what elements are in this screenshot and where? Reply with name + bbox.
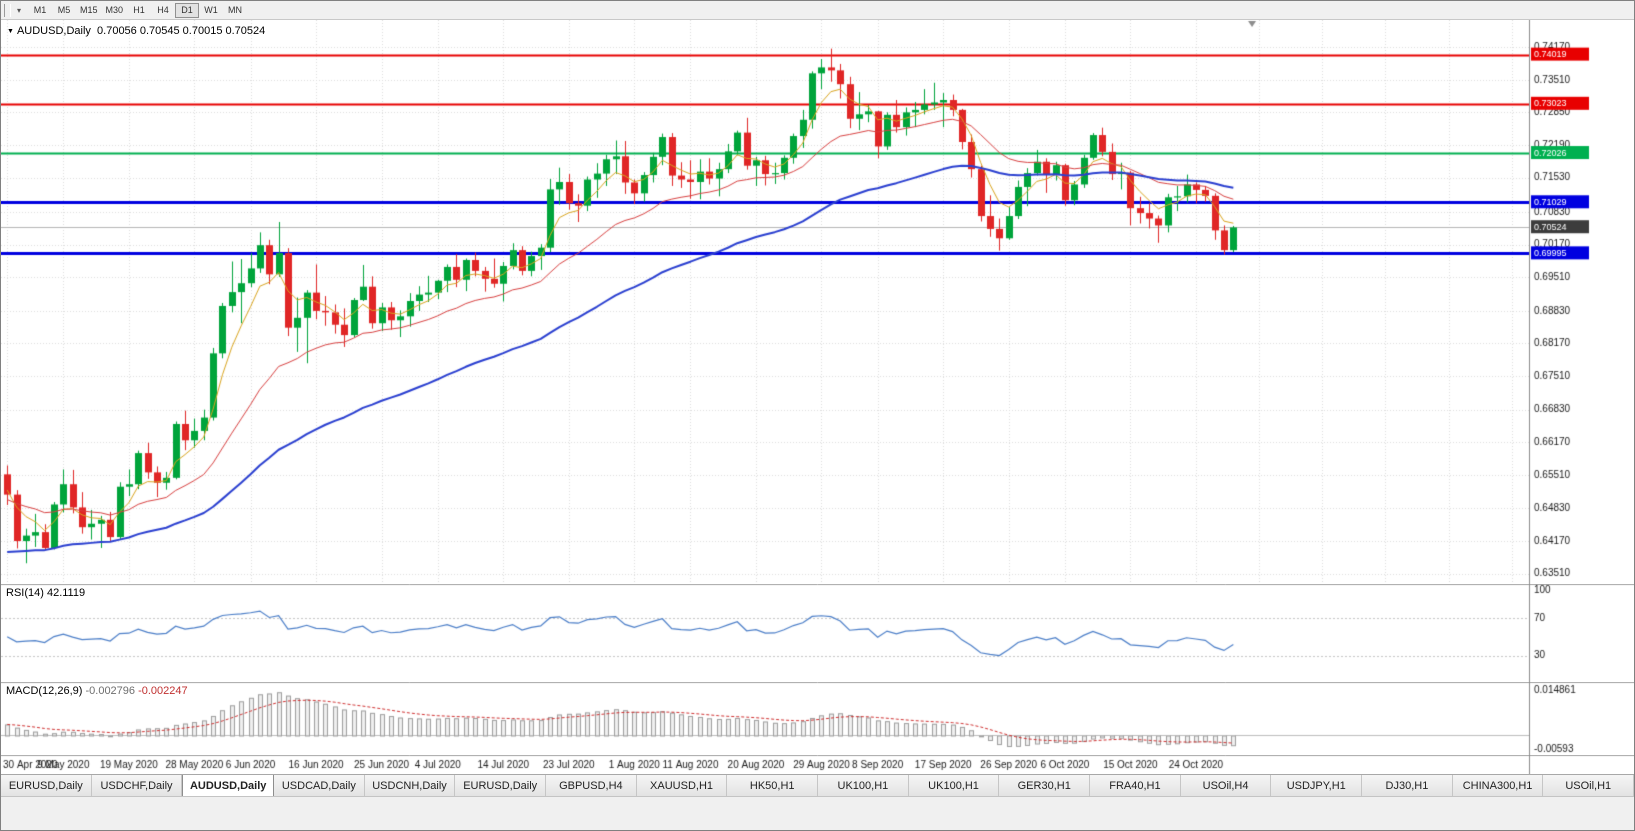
rsi-indicator-panel[interactable] (1, 584, 1634, 682)
chart-tab[interactable]: USDJPY,H1 (1271, 775, 1363, 796)
collapse-triangle-icon[interactable]: ▼ (7, 28, 14, 35)
chart-tab[interactable]: GBPUSD,H4 (546, 775, 637, 796)
chart-tab[interactable]: HK50,H1 (727, 775, 819, 796)
chart-tab[interactable]: USOil,H1 (1543, 775, 1634, 796)
chart-symbol-period: AUDUSD,Daily (16, 25, 91, 37)
chart-tab[interactable]: FRA40,H1 (1090, 775, 1181, 796)
chart-tab[interactable]: USOil,H4 (1180, 775, 1272, 796)
timeframe-button-h4[interactable]: H4 (151, 3, 175, 18)
macd-indicator-panel[interactable] (1, 682, 1634, 755)
chart-tab[interactable]: XAUUSD,H1 (636, 775, 728, 796)
timeframe-button-h1[interactable]: H1 (127, 3, 151, 18)
main-price-chart[interactable] (1, 20, 1634, 584)
chart-tabbar: EURUSD,Daily USDCHF,Daily AUDUSD,Daily U… (1, 774, 1634, 796)
rsi-value: 42.1119 (46, 587, 86, 599)
date-axis[interactable] (1, 755, 1634, 774)
timeframe-button-w1[interactable]: W1 (199, 3, 223, 18)
timeframe-button-d1[interactable]: D1 (175, 2, 200, 18)
chart-region: ▼ AUDUSD,Daily 0.70056 0.70545 0.70015 0.… (1, 20, 1634, 774)
chart-tab[interactable]: EURUSD,Daily (1, 775, 92, 796)
chart-tab[interactable]: EURUSD,Daily (455, 775, 547, 796)
macd-value-main: -0.002796 (85, 685, 136, 697)
toolbar-overflow-icon[interactable]: ▾ (16, 5, 21, 15)
status-strip (1, 796, 1634, 830)
chart-tab[interactable]: USDCAD,Daily (274, 775, 365, 796)
chart-tab-active[interactable]: AUDUSD,Daily (182, 775, 275, 796)
timeframe-button-m5[interactable]: M5 (52, 3, 76, 18)
rsi-name: RSI(14) (6, 587, 44, 599)
timeframe-button-mn[interactable]: MN (223, 3, 247, 18)
chart-tab[interactable]: USDCNH,Daily (364, 775, 456, 796)
timeframe-button-m15[interactable]: M15 (76, 3, 102, 18)
chart-tab[interactable]: DJ30,H1 (1362, 775, 1453, 796)
chart-tab[interactable]: CHINA300,H1 (1452, 775, 1544, 796)
toolbar-grip[interactable] (4, 3, 11, 17)
timeframe-toolbar: ▾ M1 M5 M15 M30 H1 H4 D1 W1 MN (1, 1, 1634, 20)
macd-name: MACD(12,26,9) (6, 685, 83, 697)
chart-title: ▼ AUDUSD,Daily 0.70056 0.70545 0.70015 0.… (7, 25, 265, 37)
macd-value-signal: -0.002247 (138, 685, 188, 697)
chart-ohlc-readout: 0.70056 0.70545 0.70015 0.70524 (97, 25, 266, 37)
chart-tab[interactable]: UK100,H1 (908, 775, 1000, 796)
chart-tab[interactable]: GER30,H1 (999, 775, 1091, 796)
chart-tab[interactable]: UK100,H1 (818, 775, 909, 796)
timeframe-button-m30[interactable]: M30 (102, 3, 128, 18)
rsi-label: RSI(14) 42.1119 (6, 587, 85, 599)
timeframe-button-m1[interactable]: M1 (28, 3, 52, 18)
chart-tab[interactable]: USDCHF,Daily (91, 775, 183, 796)
macd-label: MACD(12,26,9) -0.002796 -0.002247 (6, 685, 188, 697)
